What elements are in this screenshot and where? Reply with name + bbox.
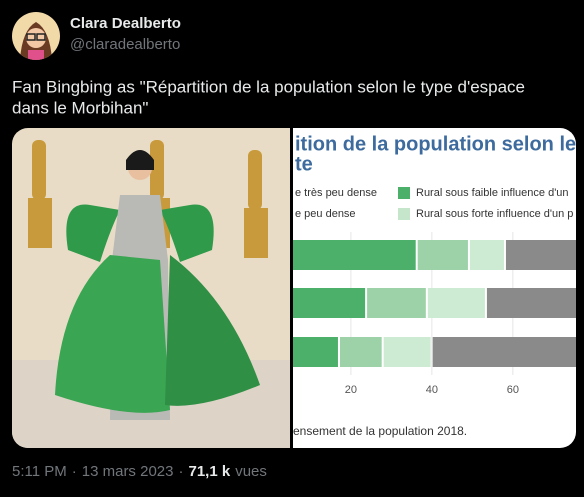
bar-segment — [293, 337, 338, 367]
legend-swatch — [398, 208, 410, 220]
legend-swatch — [398, 187, 410, 199]
legend-label: Rural sous forte influence d'un p — [416, 208, 573, 220]
x-tick-label: 60 — [507, 384, 519, 396]
bar-segment — [383, 337, 431, 367]
bar-segment — [505, 240, 576, 270]
footer-text: · — [72, 463, 77, 480]
tweet-text: dans le Morbihan" — [12, 98, 148, 117]
x-tick-label: 20 — [345, 384, 357, 396]
chart-source: ensement de la population 2018. — [293, 424, 467, 438]
x-tick-label: 40 — [426, 384, 438, 396]
footer-text: vues — [235, 463, 267, 480]
bar-segment — [486, 288, 576, 318]
footer-text: · — [178, 463, 183, 480]
bar-segment — [293, 288, 366, 318]
legend-label: e très peu dense — [295, 187, 377, 199]
bar-segment — [367, 288, 426, 318]
tweet-text: Fan Bingbing as "Répartition de la popul… — [12, 77, 525, 96]
legend-label: e peu dense — [295, 208, 356, 220]
bar-segment — [293, 240, 416, 270]
bar-segment — [469, 240, 504, 270]
bar-segment — [427, 288, 485, 318]
bar-segment — [432, 337, 576, 367]
author-name[interactable]: Clara Dealberto — [70, 15, 181, 32]
footer-text: 71,1 k — [188, 463, 230, 480]
avatar[interactable] — [12, 12, 60, 60]
footer-text: 5:11 PM — [12, 463, 67, 480]
bar-segment — [417, 240, 468, 270]
chart-title: te — [295, 153, 313, 175]
bar-segment — [339, 337, 382, 367]
chart-title: ition de la population selon le — [295, 133, 576, 155]
footer-text: 13 mars 2023 — [82, 463, 174, 480]
photo — [12, 128, 290, 448]
legend-label: Rural sous faible influence d'un — [416, 187, 569, 199]
author-handle[interactable]: @claradealberto — [70, 36, 180, 53]
